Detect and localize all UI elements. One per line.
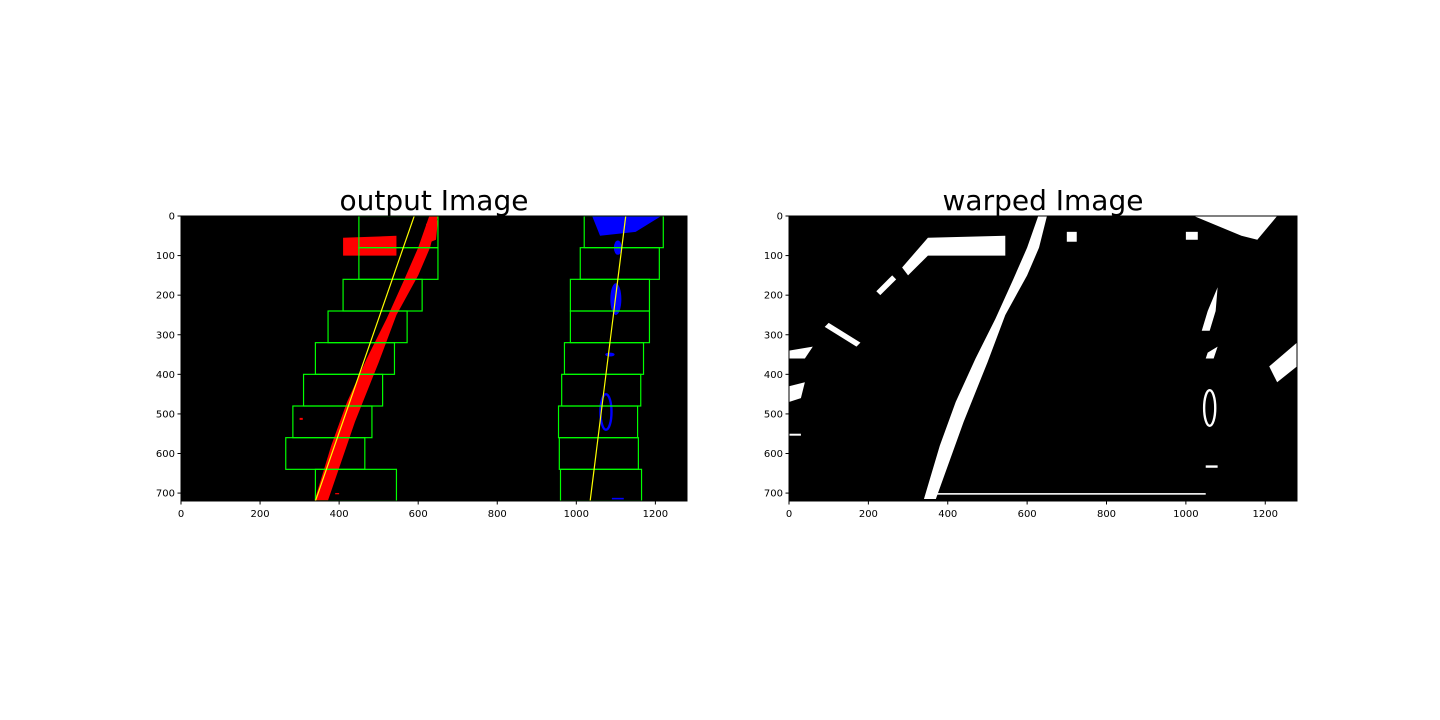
axes-title: output Image [340,184,529,217]
y-tick-label: 400 [764,370,783,381]
y-tick-label: 0 [169,212,175,223]
y-tick-label: 300 [764,330,783,341]
y-tick-label: 200 [156,291,175,302]
axes-frame [788,215,1298,502]
x-tick-label: 600 [1018,509,1037,520]
lane-output-image [181,216,687,502]
y-tick-label: 500 [156,409,175,420]
x-tick-label: 800 [1097,509,1116,520]
y-tick-label: 200 [764,291,783,302]
y-tick-label: 700 [156,489,175,500]
y-tick-label: 400 [156,370,175,381]
x-tick-label: 1200 [1253,509,1278,520]
x-tick-label: 1200 [643,509,668,520]
y-tick-label: 300 [156,330,175,341]
y-tick-label: 600 [156,449,175,460]
x-tick-label: 200 [859,509,878,520]
x-tick-label: 600 [409,509,428,520]
y-tick-label: 500 [764,409,783,420]
y-tick-label: 0 [777,212,783,223]
axes-title: warped Image [943,184,1144,217]
x-tick-label: 400 [938,509,957,520]
x-tick-label: 1000 [564,509,589,520]
x-tick-label: 0 [786,509,792,520]
y-tick-label: 700 [764,489,783,500]
x-tick-label: 800 [488,509,507,520]
y-tick-label: 100 [156,251,175,262]
warped-binary-image [789,216,1298,502]
x-tick-label: 200 [251,509,270,520]
y-tick-label: 100 [764,251,783,262]
x-tick-label: 1000 [1173,509,1198,520]
x-tick-label: 0 [178,509,184,520]
x-tick-label: 400 [330,509,349,520]
y-tick-label: 600 [764,449,783,460]
axes-frame [180,215,688,502]
